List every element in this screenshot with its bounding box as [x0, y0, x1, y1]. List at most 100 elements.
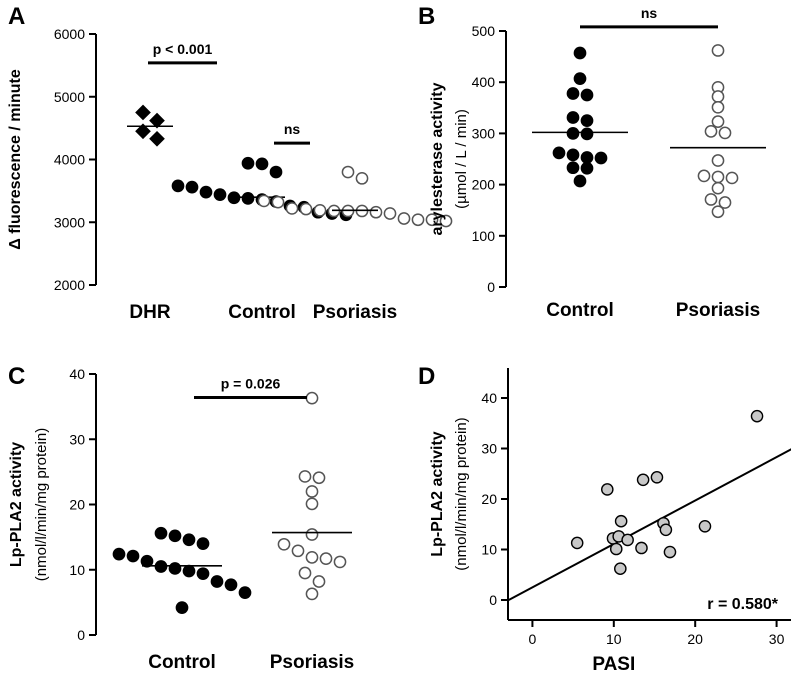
x-category-label: DHR: [129, 302, 170, 323]
data-point: [614, 514, 628, 528]
y-tick-label: 20: [69, 497, 85, 513]
data-point: [305, 391, 319, 405]
data-point: [698, 519, 712, 533]
data-point: [439, 214, 453, 228]
data-point: [285, 202, 299, 215]
data-point: [711, 154, 725, 167]
x-tick-label: 30: [769, 631, 785, 647]
data-point: [255, 157, 269, 171]
data-point: [650, 470, 664, 484]
panel-a: A 2000 3000 4000 5000 6000 Δ fluorescence / mi…: [7, 3, 453, 323]
y-tick-label: 40: [69, 366, 85, 382]
data-point: [711, 90, 725, 103]
data-point: [135, 123, 151, 140]
data-point: [718, 126, 732, 140]
x-tick-label: 0: [529, 631, 537, 647]
data-point: [241, 192, 255, 205]
y-tick-label: 300: [472, 125, 496, 141]
significance-label: p = 0.026: [221, 375, 281, 391]
panel-letter-a: A: [8, 3, 25, 30]
data-point: [704, 125, 718, 138]
data-point: [298, 470, 312, 483]
data-point: [750, 409, 764, 423]
data-point: [704, 193, 718, 206]
y-tick-label: 4000: [54, 152, 85, 168]
data-point: [140, 554, 154, 568]
data-point: [659, 523, 673, 537]
data-point: [238, 586, 252, 599]
data-point: [227, 191, 241, 205]
data-point: [566, 161, 580, 175]
y-axis-label: Δ fluorescence / minute: [7, 69, 24, 250]
data-point: [609, 542, 623, 556]
data-point: [355, 171, 369, 185]
panel-d: D 0 10 20 30 40 0 10 20 30 Lp-PLA2 activity (nmol/l…: [418, 363, 791, 675]
data-point: [224, 578, 238, 592]
x-category-label: Control: [148, 652, 216, 673]
panel-c: C 0 10 20 30 40 Lp-PLA2 activity (nmol/l/min/mg…: [8, 363, 354, 673]
data-point: [621, 533, 634, 547]
regression-line: [508, 448, 791, 602]
data-point: [182, 564, 196, 578]
y-tick-label: 40: [481, 390, 497, 406]
data-point: [552, 146, 566, 160]
data-point: [566, 87, 580, 100]
data-point: [305, 528, 319, 541]
y-tick-label: 20: [481, 491, 497, 507]
correlation-annotation: r = 0.580*: [707, 596, 779, 613]
data-point: [149, 130, 165, 147]
data-point: [312, 575, 326, 588]
data-point: [185, 180, 199, 194]
data-point: [580, 151, 594, 164]
data-point: [635, 541, 648, 555]
data-point: [149, 112, 165, 129]
data-point: [369, 205, 383, 219]
data-point: [580, 127, 594, 141]
y-tick-label: 500: [472, 23, 496, 39]
data-point: [182, 533, 196, 547]
significance-label: ns: [641, 5, 658, 21]
data-point: [299, 202, 313, 216]
y-tick-label: 30: [481, 441, 497, 457]
data-point: [291, 544, 305, 558]
data-point: [319, 552, 333, 566]
y-axis-units-label: (µmol / L / min): [453, 109, 470, 209]
data-point: [711, 170, 725, 184]
data-point: [196, 537, 210, 551]
data-point: [580, 161, 594, 175]
data-point: [305, 485, 319, 498]
y-tick-label: 30: [69, 431, 85, 447]
panel-letter-c: C: [8, 363, 25, 390]
panel-letter-d: D: [418, 363, 435, 390]
data-point: [573, 174, 587, 188]
panel-b: B 0 100 200 300 400 500 arylesterase activity (µ…: [418, 3, 766, 321]
data-point: [636, 473, 650, 487]
data-point: [711, 181, 725, 195]
x-axis-label: PASI: [592, 654, 635, 675]
data-point: [313, 203, 327, 217]
data-point: [718, 196, 732, 209]
data-point: [168, 562, 182, 575]
data-point: [711, 115, 725, 128]
y-axis-label: Lp-PLA2 activity: [429, 431, 446, 556]
y-axis-units-label: (nmol/l/min/mg protein): [453, 417, 470, 570]
data-point: [566, 111, 580, 124]
data-point: [171, 179, 185, 193]
data-point: [573, 72, 587, 85]
data-point: [298, 566, 312, 580]
y-tick-label: 6000: [54, 26, 85, 42]
data-point: [210, 575, 224, 588]
data-point: [383, 207, 397, 220]
data-point: [277, 537, 291, 551]
y-tick-label: 0: [77, 627, 85, 643]
data-point: [271, 195, 285, 209]
y-tick-label: 10: [481, 542, 497, 558]
significance-label: p < 0.001: [153, 41, 213, 57]
y-axis-label: Lp-PLA2 activity: [8, 442, 25, 567]
x-category-label: Psoriasis: [676, 300, 761, 321]
y-tick-label: 400: [472, 74, 496, 90]
data-point: [411, 213, 425, 227]
y-tick-label: 100: [472, 228, 496, 244]
data-point: [312, 471, 326, 485]
